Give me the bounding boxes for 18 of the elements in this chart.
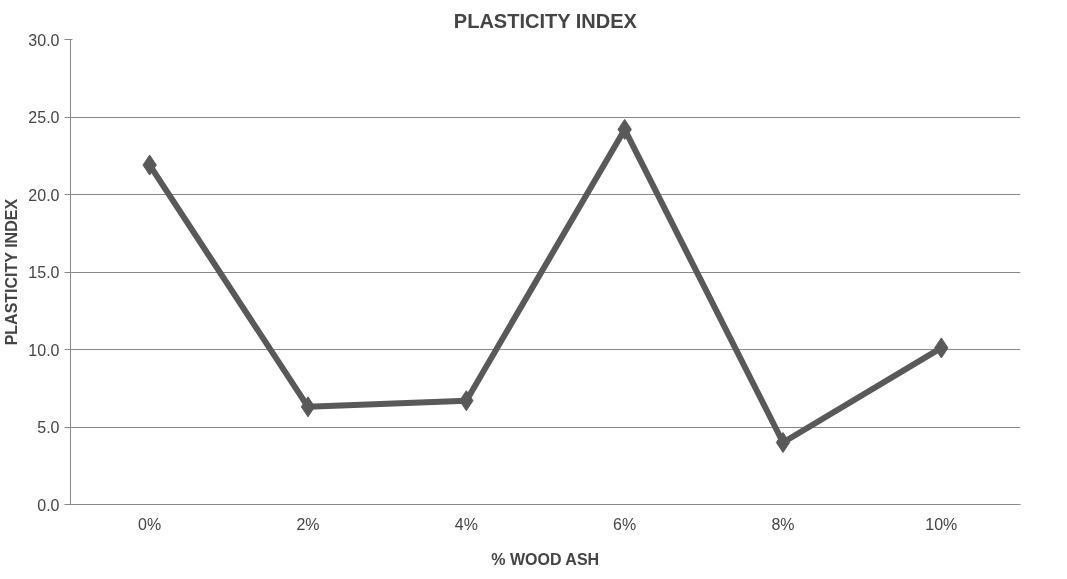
x-tick-label: 4% xyxy=(454,515,478,533)
x-tick-label: 8% xyxy=(771,515,795,533)
point xyxy=(775,432,791,453)
y-tick-label: 10.0 xyxy=(28,341,60,359)
x-tick-label: 0% xyxy=(138,515,162,533)
point xyxy=(300,396,316,418)
y-tick-label: 30.0 xyxy=(28,31,60,49)
x-axis-title: % WOOD ASH xyxy=(491,550,600,568)
x-tick-label: 6% xyxy=(613,515,637,533)
y-tick-label: 0.0 xyxy=(37,496,60,514)
x-tick-label: 2% xyxy=(296,515,320,533)
chart-title: PLASTICITY INDEX xyxy=(453,10,638,32)
y-tick-label: 20.0 xyxy=(28,186,60,204)
y-tick-label: 15.0 xyxy=(28,264,60,281)
x-tick-label: 10% xyxy=(925,515,958,533)
y-tick-label: 25.0 xyxy=(28,109,60,126)
y-tick-label: 5.0 xyxy=(37,419,60,436)
y-axis-title: PLASTICITY INDEX xyxy=(3,198,21,346)
